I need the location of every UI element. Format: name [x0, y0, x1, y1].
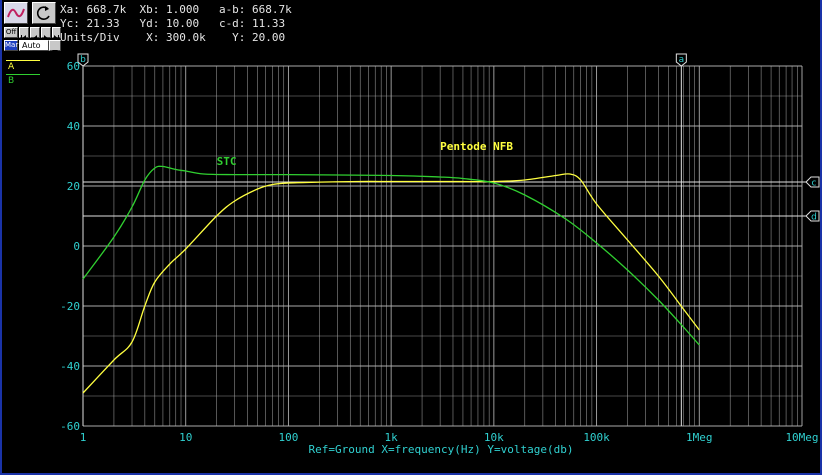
scale-dropdown-button[interactable]	[49, 40, 61, 54]
chevron-down-icon	[52, 50, 58, 54]
legend-label-A: A	[8, 62, 15, 72]
cursor-label-d: d	[811, 213, 817, 223]
off-button[interactable]: Off	[4, 27, 18, 38]
cursor-readout: Xa: 668.7k Xb: 1.000 a-b: 668.7k Yc: 21.3…	[60, 3, 292, 45]
legend-label-B: B	[8, 76, 15, 86]
mark-button[interactable]: Mar	[4, 40, 19, 51]
y-tick-label: -40	[60, 360, 80, 373]
cursor-readout-row: Yc: 21.33 Yd: 10.00 c-d: 11.33	[60, 17, 286, 30]
refresh-icon	[36, 6, 50, 20]
toolbar: Off Mar Auto	[4, 2, 61, 54]
legend-swatch-B	[6, 74, 40, 75]
cursor-label-a: a	[679, 55, 685, 65]
x-tick-label: 1k	[385, 431, 399, 444]
plot-mode-button[interactable]	[4, 2, 28, 24]
cursor-readout-row: Units/Div X: 300.0k Y: 20.00	[60, 31, 286, 44]
refresh-button[interactable]	[32, 2, 56, 24]
cursors: b a c d	[77, 53, 820, 426]
y-tick-label: 0	[73, 240, 80, 253]
cursor-marker-c	[805, 176, 820, 188]
legend: A B	[4, 58, 54, 86]
series-group	[82, 165, 700, 394]
x-tick-label: 100	[278, 431, 298, 444]
cursor-label-c: c	[812, 179, 817, 189]
y-tick-label: -20	[60, 300, 80, 313]
x-tick-label: 1Meg	[686, 431, 713, 444]
waveform-icon	[7, 8, 25, 18]
scale-select[interactable]: Auto	[19, 40, 49, 51]
cursor-marker-b	[77, 53, 89, 67]
x-tick-label: 100k	[583, 431, 610, 444]
cursor-readout-row: Xa: 668.7k Xb: 1.000 a-b: 668.7k	[60, 3, 292, 16]
grid	[82, 65, 803, 427]
annotation-label: STC	[217, 155, 237, 168]
annotation-label: Pentode NFB	[440, 140, 513, 153]
x-tick-label: 10Meg	[785, 431, 818, 444]
cursor-marker-a	[675, 53, 687, 67]
y-tick-label: 60	[67, 60, 80, 73]
y-tick-label: 40	[67, 120, 80, 133]
series-line-A	[82, 173, 700, 394]
cursor-marker-d	[805, 210, 820, 222]
legend-item-B[interactable]: B	[4, 72, 54, 86]
legend-swatch-A	[6, 60, 40, 61]
x-tick-label: 1	[80, 431, 87, 444]
x-tick-label: 10	[179, 431, 192, 444]
tick-labels: 1 10 100 1k 10k 100k 1Meg 10Meg 60 40 20 0 -20 -40 -60	[60, 60, 818, 444]
x-axis-label: Ref=Ground X=frequency(Hz) Y=voltage(db)	[309, 443, 574, 456]
annotations: STC Pentode NFB	[217, 140, 514, 168]
x-tick-label: 10k	[484, 431, 504, 444]
y-tick-label: 20	[67, 180, 80, 193]
series-line-B	[82, 165, 700, 346]
cursor-label-b: b	[80, 55, 86, 65]
y-tick-label: -60	[60, 420, 80, 433]
legend-item-A[interactable]: A	[4, 58, 54, 72]
